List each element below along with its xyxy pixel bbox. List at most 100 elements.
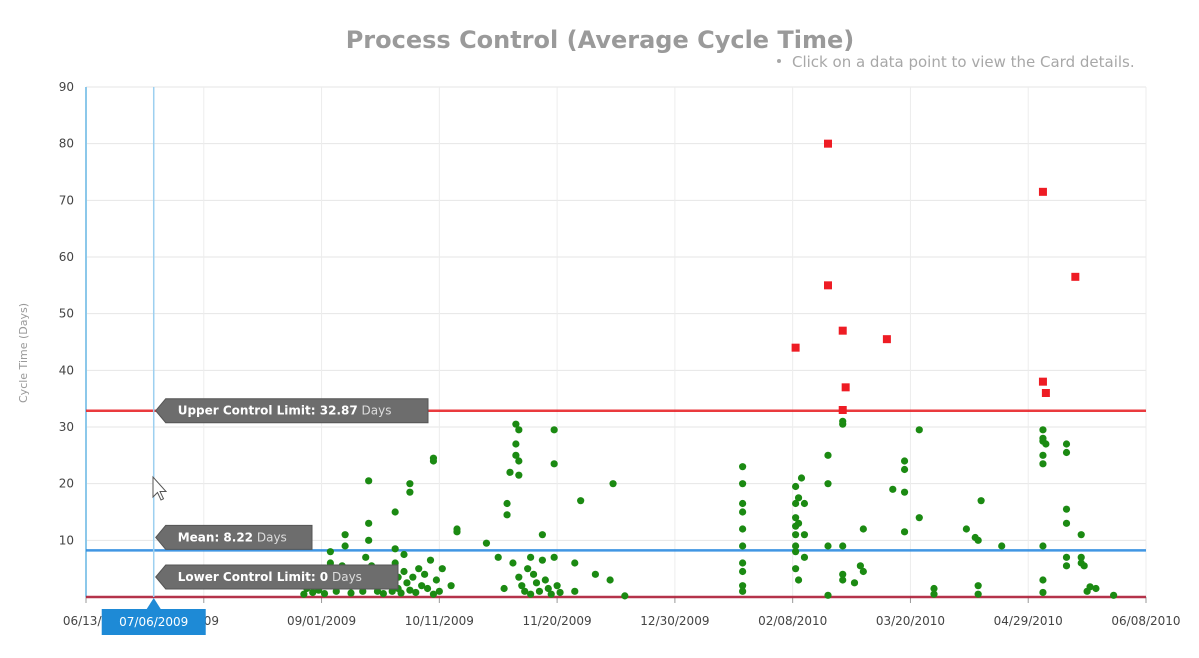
outlier-point[interactable] [1038,377,1047,386]
data-point[interactable] [1039,426,1047,434]
data-point[interactable] [332,587,340,595]
data-point[interactable] [397,589,405,597]
data-point[interactable] [739,508,747,516]
data-point[interactable] [930,590,938,598]
data-point[interactable] [606,576,614,584]
data-point[interactable] [1110,591,1118,599]
data-point[interactable] [532,579,541,587]
data-point[interactable] [1062,553,1071,561]
data-point[interactable] [547,590,555,598]
data-point[interactable] [409,573,417,581]
data-point[interactable] [503,511,511,519]
data-point[interactable] [521,587,529,595]
outlier-point[interactable] [824,139,832,148]
data-point[interactable] [527,590,535,598]
outlier-point[interactable] [824,281,832,290]
data-point[interactable] [1062,505,1071,513]
data-point[interactable] [739,463,747,471]
data-point[interactable] [515,573,523,581]
data-point[interactable] [739,499,747,508]
data-point[interactable] [739,587,747,595]
data-point[interactable] [792,499,800,508]
data-point[interactable] [962,525,970,533]
data-point[interactable] [429,590,438,598]
data-point[interactable] [509,559,517,567]
data-point[interactable] [421,570,429,578]
data-point[interactable] [365,519,373,527]
data-point[interactable] [792,514,800,522]
data-point[interactable] [359,587,367,595]
data-point[interactable] [794,494,803,502]
cursor-date-box[interactable] [101,609,206,635]
data-point[interactable] [977,497,985,505]
data-point[interactable] [900,528,909,536]
data-point[interactable] [794,576,803,584]
data-point[interactable] [974,582,982,590]
data-point[interactable] [1039,451,1047,459]
data-point[interactable] [300,590,308,598]
data-point[interactable] [500,584,508,593]
data-point[interactable] [391,545,399,553]
data-point[interactable] [538,556,546,564]
data-points[interactable] [300,139,1118,600]
data-point[interactable] [794,519,803,527]
outlier-point[interactable] [838,406,847,414]
data-point[interactable] [577,497,585,505]
data-point[interactable] [503,499,511,508]
data-point[interactable] [406,480,414,488]
data-point[interactable] [518,582,526,590]
data-point[interactable] [362,553,370,561]
data-point[interactable] [1077,531,1085,539]
data-point[interactable] [341,531,349,539]
data-point[interactable] [494,553,502,561]
data-point[interactable] [998,542,1006,550]
data-point[interactable] [797,474,806,482]
data-point[interactable] [824,542,832,550]
data-point[interactable] [1039,542,1047,550]
data-point[interactable] [406,488,414,496]
data-point[interactable] [550,426,558,434]
data-point[interactable] [1062,562,1071,570]
data-point[interactable] [1062,440,1071,448]
data-point[interactable] [418,582,426,590]
data-point[interactable] [515,457,523,465]
data-point[interactable] [839,570,847,578]
data-point[interactable] [800,531,809,539]
data-point[interactable] [571,587,579,595]
data-point[interactable] [792,482,800,491]
data-point[interactable] [512,440,520,448]
outlier-point[interactable] [841,383,850,392]
data-point[interactable] [1086,583,1094,591]
data-point[interactable] [1077,553,1085,561]
data-point[interactable] [365,477,373,485]
data-point[interactable] [800,553,809,561]
data-point[interactable] [930,584,938,593]
data-point[interactable] [365,536,373,544]
outlier-point[interactable] [882,335,891,344]
data-point[interactable] [403,579,411,587]
data-point[interactable] [400,567,408,576]
data-point[interactable] [1062,519,1071,527]
data-point[interactable] [438,565,446,573]
data-point[interactable] [591,570,599,578]
data-point[interactable] [326,548,334,556]
data-point[interactable] [527,553,535,561]
data-point[interactable] [426,556,435,564]
data-point[interactable] [515,426,523,434]
data-point[interactable] [423,584,432,593]
data-point[interactable] [1039,588,1047,597]
data-point[interactable] [529,570,538,578]
data-point[interactable] [739,480,747,488]
data-point[interactable] [839,576,847,584]
data-point[interactable] [915,426,923,434]
date-cursor[interactable]: 07/06/2009 [101,87,206,635]
data-point[interactable] [889,485,897,493]
data-point[interactable] [1042,440,1050,448]
data-point[interactable] [415,565,423,573]
data-point[interactable] [512,420,520,428]
data-point[interactable] [739,542,747,550]
data-point[interactable] [1080,562,1088,570]
outlier-point[interactable] [838,326,847,335]
data-point[interactable] [391,508,399,516]
outlier-point[interactable] [1038,187,1047,196]
